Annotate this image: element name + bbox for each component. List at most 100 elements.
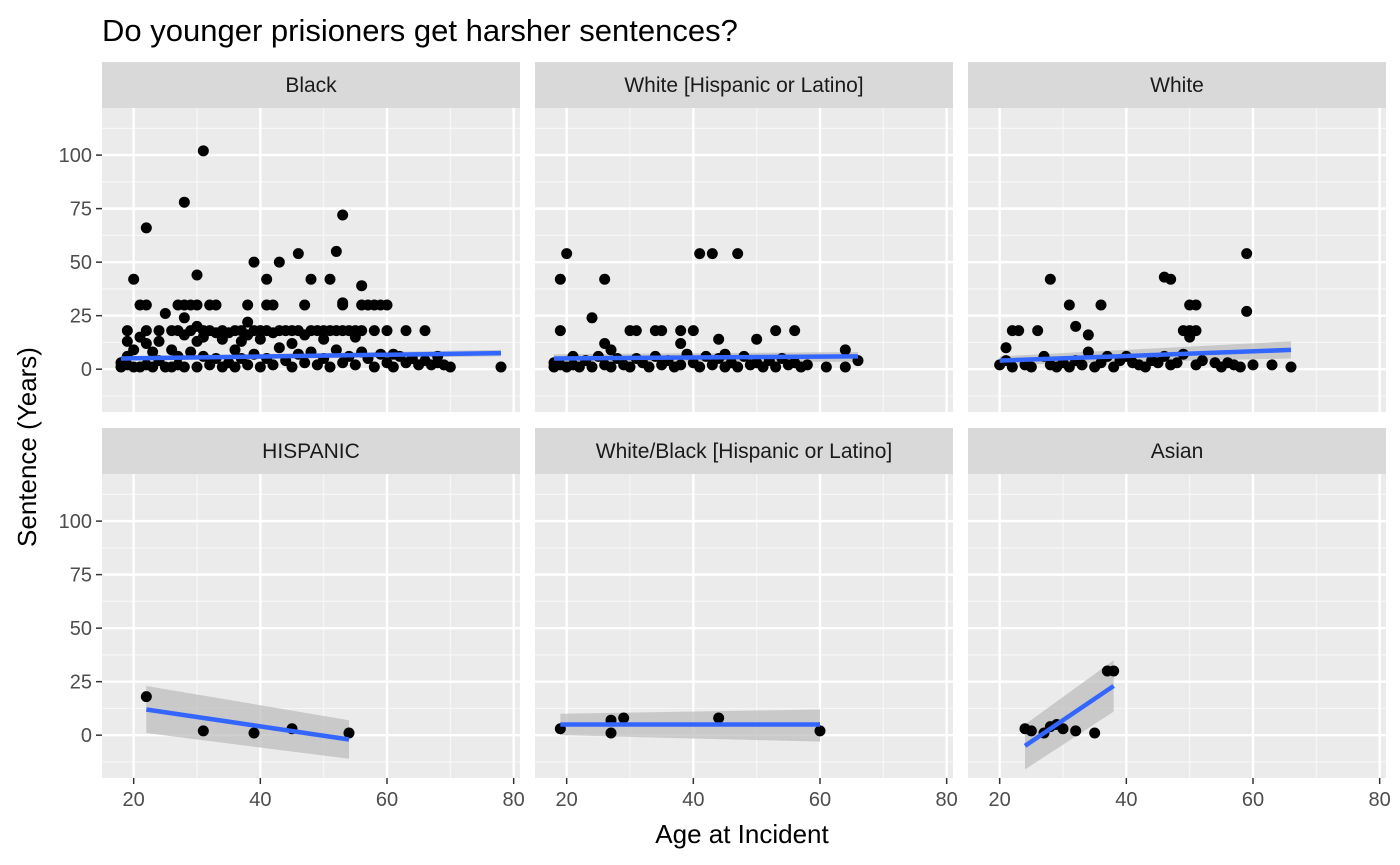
data-point	[242, 359, 254, 371]
data-point	[191, 361, 203, 373]
data-point	[605, 344, 617, 356]
facet-strip	[535, 428, 953, 474]
data-point	[839, 344, 851, 356]
data-point	[1196, 355, 1208, 367]
data-point	[561, 248, 573, 260]
facet-strip-label: White/Black [Hispanic or Latino]	[596, 440, 892, 463]
data-point	[656, 325, 668, 337]
facet-panel: Black 0 25 50 75 100	[59, 62, 520, 412]
data-point	[605, 727, 617, 739]
x-tick-label: 60	[809, 789, 831, 811]
data-point	[605, 361, 617, 373]
data-point	[1006, 361, 1018, 373]
data-point	[495, 361, 507, 373]
data-point	[630, 325, 642, 337]
chart-title: Do younger prisioners get harsher senten…	[102, 13, 738, 48]
data-point	[356, 280, 368, 292]
trend-line	[553, 354, 859, 361]
data-point	[267, 359, 279, 371]
y-tick-label: 75	[70, 565, 92, 587]
data-point	[618, 712, 630, 724]
data-point	[356, 325, 368, 337]
data-point	[1171, 357, 1183, 369]
data-point	[713, 333, 725, 345]
data-point	[178, 312, 190, 324]
data-point	[751, 333, 763, 345]
data-point	[121, 325, 133, 337]
x-tick-label: 40	[682, 789, 704, 811]
data-point	[140, 299, 152, 311]
x-tick-label: 80	[936, 789, 958, 811]
data-point	[324, 273, 336, 285]
data-point	[210, 299, 222, 311]
data-point	[1108, 665, 1120, 677]
data-point	[368, 325, 380, 337]
data-point	[368, 361, 380, 373]
data-point	[191, 269, 203, 281]
data-point	[128, 344, 140, 356]
data-point	[643, 361, 655, 373]
data-point	[242, 316, 254, 328]
data-point	[694, 361, 706, 373]
facet-strip-label: White [Hispanic or Latino]	[624, 74, 863, 97]
data-point	[349, 359, 361, 371]
data-point	[694, 248, 706, 260]
trend-line	[1023, 684, 1115, 748]
data-point	[242, 299, 254, 311]
data-point	[586, 361, 598, 373]
data-point	[178, 361, 190, 373]
data-point	[1000, 342, 1012, 354]
data-point	[121, 335, 133, 347]
data-point	[770, 325, 782, 337]
data-point	[687, 325, 699, 337]
data-point	[140, 691, 152, 703]
data-point	[159, 308, 171, 320]
data-point	[254, 333, 266, 345]
x-tick-label: 60	[376, 789, 398, 811]
facet-strip	[535, 62, 953, 108]
y-tick-label: 100	[59, 145, 92, 167]
data-point	[400, 325, 412, 337]
data-point	[153, 325, 165, 337]
facet-panel: White/Black [Hispanic or Latino] 20 40 60 80	[535, 428, 958, 811]
trend-line	[120, 350, 502, 361]
data-point	[178, 196, 190, 208]
x-tick-label: 80	[1369, 789, 1391, 811]
data-point	[318, 333, 330, 345]
data-point	[140, 222, 152, 234]
data-point	[706, 248, 718, 260]
y-tick-label: 100	[59, 511, 92, 533]
data-point	[343, 727, 355, 739]
facet-panels: Black 0 25 50 75 100 White [Hispanic or Latino…	[59, 62, 1391, 811]
data-point	[387, 361, 399, 373]
data-point	[1057, 723, 1069, 735]
data-point	[286, 361, 298, 373]
facet-panel: White	[968, 62, 1386, 412]
facet-panel: White [Hispanic or Latino]	[535, 62, 953, 412]
data-point	[675, 359, 687, 371]
data-point	[128, 273, 140, 285]
data-point	[305, 273, 317, 285]
y-tick-label: 25	[70, 672, 92, 694]
data-point	[1082, 329, 1094, 341]
data-point	[1013, 325, 1025, 337]
data-point	[330, 344, 342, 356]
data-point	[675, 325, 687, 337]
y-axis-label: Sentence (Years)	[12, 347, 42, 547]
data-point	[732, 361, 744, 373]
data-point	[254, 361, 266, 373]
data-point	[624, 361, 636, 373]
data-point	[1241, 248, 1253, 260]
facet-strip	[968, 428, 1386, 474]
data-point	[337, 299, 349, 311]
data-point	[1266, 359, 1278, 371]
data-point	[267, 299, 279, 311]
data-point	[444, 361, 456, 373]
data-point	[1082, 346, 1094, 358]
facet-strip	[102, 62, 520, 108]
data-point	[1095, 299, 1107, 311]
data-point	[299, 357, 311, 369]
data-point	[1032, 325, 1044, 337]
data-point	[324, 361, 336, 373]
